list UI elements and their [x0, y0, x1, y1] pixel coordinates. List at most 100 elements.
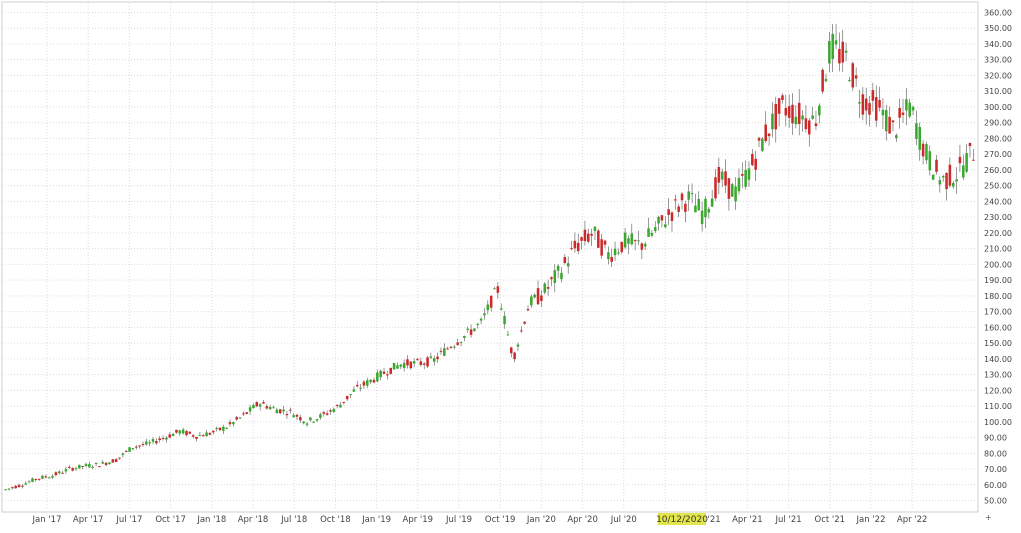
- candle-body: [51, 475, 54, 478]
- candle-body: [908, 102, 911, 117]
- candle-body: [489, 295, 493, 308]
- y-tick-label: 300.00: [984, 103, 1012, 112]
- candle-body: [657, 216, 660, 224]
- candle-body: [674, 199, 677, 201]
- candle-body: [730, 184, 734, 197]
- candle-body: [921, 143, 925, 157]
- candle-body: [945, 172, 948, 190]
- candle-body: [171, 433, 175, 437]
- candle-body: [208, 433, 212, 435]
- candle-body: [161, 438, 165, 440]
- candle-body: [972, 159, 975, 161]
- candle-body: [784, 107, 788, 116]
- y-tick-label: 320.00: [984, 71, 1012, 80]
- candle-body: [128, 447, 131, 452]
- x-tick-label: Oct '21: [815, 515, 846, 525]
- candle-body: [864, 98, 868, 111]
- candle-body: [938, 180, 942, 185]
- candle-body: [245, 412, 249, 414]
- candle-body: [754, 158, 757, 170]
- candle-body: [299, 417, 302, 421]
- candle-body: [690, 193, 694, 195]
- candle-body: [118, 457, 121, 459]
- candle-body: [744, 169, 747, 187]
- candle-body: [352, 389, 356, 392]
- candle-body: [613, 248, 617, 256]
- candle-body: [761, 138, 764, 151]
- candle-body: [520, 330, 523, 332]
- candle-body: [31, 478, 34, 482]
- candle-body: [603, 240, 607, 245]
- y-tick-label: 200.00: [984, 260, 1012, 269]
- candle-body: [530, 296, 533, 306]
- y-tick-label: 100.00: [984, 418, 1012, 427]
- candle-body: [4, 489, 7, 491]
- candle-body: [145, 441, 148, 445]
- candle-body: [272, 407, 275, 409]
- y-tick-label: 330.00: [984, 56, 1012, 65]
- candle-body: [801, 115, 804, 120]
- candle-body: [222, 426, 225, 431]
- candle-body: [175, 429, 178, 433]
- y-tick-label: 280.00: [984, 134, 1012, 143]
- candle-body: [315, 419, 319, 421]
- x-tick-label: Jan '22: [856, 515, 886, 525]
- candle-body: [834, 40, 838, 45]
- candle-body: [874, 97, 878, 121]
- scroll-arrow-icon[interactable]: +: [985, 513, 992, 522]
- candle-body: [342, 401, 346, 403]
- candle-body: [851, 63, 855, 88]
- candle-body: [797, 102, 801, 124]
- x-tick-label: Oct '17: [155, 515, 186, 525]
- candle-body: [714, 177, 717, 199]
- candle-body: [158, 438, 161, 441]
- candle-body: [563, 257, 567, 263]
- candle-body: [349, 394, 352, 396]
- candle-body: [131, 448, 135, 450]
- candle-body: [419, 361, 423, 365]
- y-tick-label: 360.00: [984, 8, 1012, 17]
- x-tick-label: Jul '20: [610, 515, 637, 525]
- candle-body: [396, 365, 399, 369]
- x-tick-label: Apr '19: [403, 515, 434, 525]
- candle-body: [138, 445, 141, 447]
- candle-body: [734, 186, 737, 202]
- candle-body: [496, 286, 500, 293]
- candle-body: [506, 334, 510, 336]
- candle-body: [57, 471, 61, 474]
- x-tick-label: Oct '19: [485, 515, 516, 525]
- candle-body: [47, 477, 51, 479]
- candle-body: [747, 168, 751, 180]
- candle-body: [479, 318, 483, 321]
- x-tick-label: Apr '20: [567, 515, 598, 525]
- candle-body: [751, 153, 754, 166]
- candle-body: [366, 380, 369, 386]
- candle-body: [406, 359, 409, 366]
- candle-body: [295, 414, 299, 417]
- candle-body: [155, 441, 158, 444]
- candle-body: [339, 404, 342, 408]
- x-tick-label: Apr '22: [897, 515, 928, 525]
- candle-body: [888, 116, 891, 134]
- candle-body: [787, 106, 791, 118]
- candle-body: [54, 472, 58, 476]
- candle-body: [201, 435, 205, 437]
- candle-body: [757, 137, 761, 141]
- candle-body: [707, 208, 711, 213]
- candle-body: [941, 176, 945, 178]
- candle-body: [667, 209, 670, 215]
- candle-body: [570, 248, 573, 250]
- x-tick-label: Jul '18: [280, 515, 307, 525]
- candle-body: [516, 344, 520, 347]
- candle-body: [677, 206, 680, 212]
- candle-body: [61, 472, 64, 474]
- candle-body: [684, 203, 687, 212]
- candle-body: [7, 488, 11, 490]
- candle-body: [670, 212, 674, 222]
- candle-body: [955, 179, 958, 182]
- candle-body: [282, 409, 285, 412]
- candle-body: [968, 142, 972, 147]
- x-tick-label: Apr '17: [73, 515, 104, 525]
- candle-body: [664, 224, 667, 228]
